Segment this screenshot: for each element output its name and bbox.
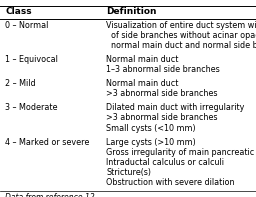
Text: 1–3 abnormal side branches: 1–3 abnormal side branches [106, 65, 220, 74]
Text: Intraductal calculus or calculi: Intraductal calculus or calculi [106, 158, 224, 167]
Text: Dilated main duct with irregularity: Dilated main duct with irregularity [106, 103, 245, 112]
Text: >3 abnormal side branches: >3 abnormal side branches [106, 113, 218, 123]
Text: Normal main duct: Normal main duct [106, 55, 179, 64]
Text: Data from reference 12: Data from reference 12 [5, 193, 95, 197]
Text: 1 – Equivocal: 1 – Equivocal [5, 55, 58, 64]
Text: Obstruction with severe dilation: Obstruction with severe dilation [106, 178, 235, 188]
Text: of side branches without acinar opacification, with a: of side branches without acinar opacific… [106, 31, 256, 40]
Text: 0 – Normal: 0 – Normal [5, 21, 48, 30]
Text: Gross irregularity of main pancreatic duct: Gross irregularity of main pancreatic du… [106, 148, 256, 157]
Text: 3 – Moderate: 3 – Moderate [5, 103, 58, 112]
Text: Normal main duct: Normal main duct [106, 79, 179, 88]
Text: Large cysts (>10 mm): Large cysts (>10 mm) [106, 138, 196, 147]
Text: Stricture(s): Stricture(s) [106, 168, 151, 177]
Text: Small cysts (<10 mm): Small cysts (<10 mm) [106, 124, 196, 133]
Text: >3 abnormal side branches: >3 abnormal side branches [106, 89, 218, 98]
Text: Class: Class [5, 7, 32, 16]
Text: Definition: Definition [106, 7, 157, 16]
Text: 4 – Marked or severe: 4 – Marked or severe [5, 138, 90, 147]
Text: 2 – Mild: 2 – Mild [5, 79, 36, 88]
Text: normal main duct and normal side branches: normal main duct and normal side branche… [106, 41, 256, 50]
Text: Visualization of entire duct system with uniform filling: Visualization of entire duct system with… [106, 21, 256, 30]
